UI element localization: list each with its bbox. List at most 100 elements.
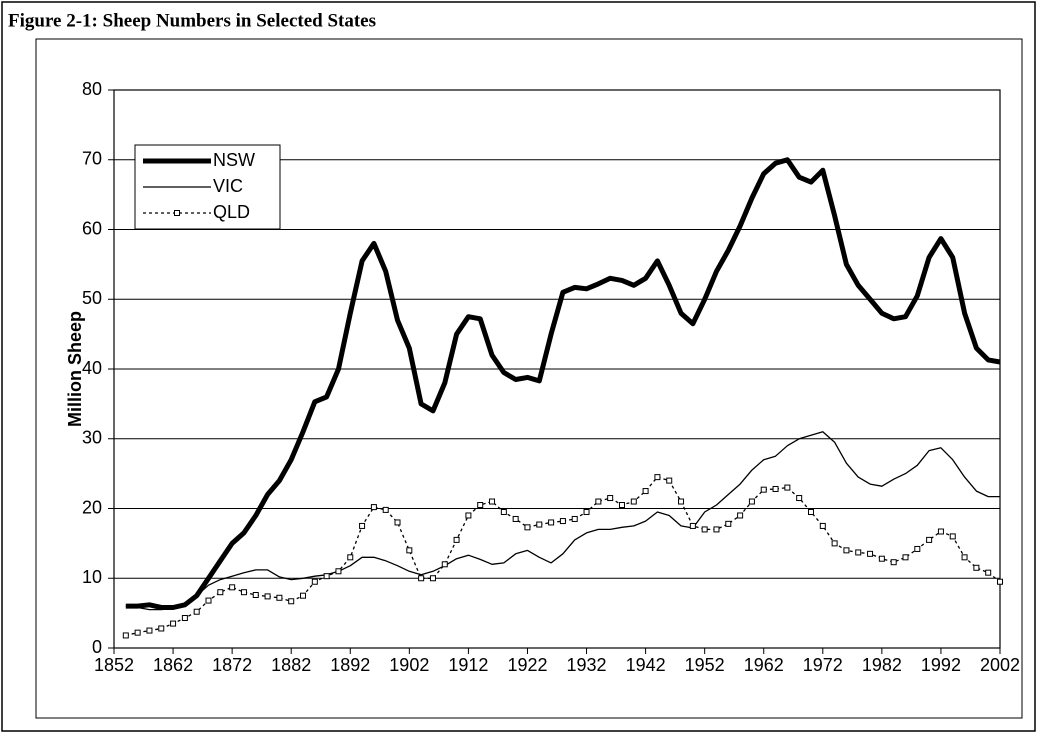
x-tick-label: 1922 [507, 655, 547, 675]
marker [453, 536, 460, 543]
x-tick-label: 1912 [448, 655, 488, 675]
marker [559, 518, 566, 525]
marker [323, 573, 330, 580]
x-tick-label: 1972 [803, 655, 843, 675]
marker [311, 578, 318, 585]
marker [252, 591, 259, 598]
legend-label: VIC [213, 176, 243, 196]
marker [583, 508, 590, 515]
y-tick-label: 30 [82, 428, 102, 448]
x-tick-label: 1982 [862, 655, 902, 675]
marker [394, 519, 401, 526]
y-tick-label: 60 [82, 218, 102, 238]
marker [618, 502, 625, 509]
y-tick-label: 10 [82, 567, 102, 587]
x-tick-label: 1992 [921, 655, 961, 675]
marker [300, 592, 307, 599]
marker [654, 474, 661, 481]
marker [359, 522, 366, 529]
marker [985, 569, 992, 576]
y-tick-label: 50 [82, 288, 102, 308]
marker [477, 502, 484, 509]
marker [595, 498, 602, 505]
marker [264, 593, 271, 600]
x-tick-label: 1892 [330, 655, 370, 675]
marker [548, 519, 555, 526]
marker [807, 508, 814, 515]
marker [796, 495, 803, 502]
legend-label: QLD [213, 202, 250, 222]
marker [240, 589, 247, 596]
marker [370, 504, 377, 511]
marker [855, 549, 862, 556]
marker [288, 598, 295, 605]
marker [217, 589, 224, 596]
marker [335, 568, 342, 575]
marker [973, 564, 980, 571]
marker [878, 555, 885, 562]
marker [784, 484, 791, 491]
marker [429, 575, 436, 582]
marker [418, 575, 425, 582]
marker [181, 615, 188, 622]
marker [760, 486, 767, 493]
marker [630, 498, 637, 505]
marker [701, 526, 708, 533]
marker [607, 495, 614, 502]
marker [890, 559, 897, 566]
marker [512, 515, 519, 522]
series-line [125, 157, 1001, 610]
x-tick-label: 1902 [389, 655, 429, 675]
marker [772, 485, 779, 492]
plot-border [113, 89, 1001, 649]
marker [748, 498, 755, 505]
marker [571, 515, 578, 522]
x-tick-label: 1862 [153, 655, 193, 675]
marker [961, 554, 968, 561]
marker [902, 554, 909, 561]
marker [997, 578, 1003, 585]
y-tick-label: 80 [82, 79, 102, 99]
marker [193, 608, 200, 615]
marker [489, 498, 496, 505]
series-line [125, 431, 1000, 611]
marker [867, 550, 874, 557]
x-tick-label: 2002 [980, 655, 1020, 675]
chart-area [35, 38, 1023, 719]
marker [713, 526, 720, 533]
chart-title: Figure 2-1: Sheep Numbers in Selected St… [8, 10, 376, 31]
y-tick-label: 40 [82, 358, 102, 378]
x-tick-label: 1962 [744, 655, 784, 675]
marker [937, 528, 944, 535]
x-tick-label: 1872 [212, 655, 252, 675]
marker [441, 561, 448, 568]
marker [678, 498, 685, 505]
marker [737, 512, 744, 519]
legend-label: NSW [213, 150, 255, 170]
legend-marker [174, 210, 180, 216]
marker [170, 620, 177, 627]
x-tick-label: 1952 [685, 655, 725, 675]
marker [666, 477, 673, 484]
marker [122, 632, 129, 639]
y-axis-label: Million Sheep [65, 311, 85, 427]
marker [536, 521, 543, 528]
x-tick-label: 1882 [271, 655, 311, 675]
marker [819, 522, 826, 529]
y-tick-label: 70 [82, 149, 102, 169]
y-tick-label: 20 [82, 497, 102, 517]
marker [725, 520, 732, 527]
marker [465, 512, 472, 519]
marker [949, 533, 956, 540]
marker [642, 488, 649, 495]
marker [134, 629, 141, 636]
marker [500, 508, 507, 515]
marker [205, 597, 212, 604]
marker [382, 506, 389, 513]
marker [524, 524, 531, 531]
marker [843, 547, 850, 554]
y-tick-label: 0 [92, 637, 102, 657]
marker [229, 584, 236, 591]
